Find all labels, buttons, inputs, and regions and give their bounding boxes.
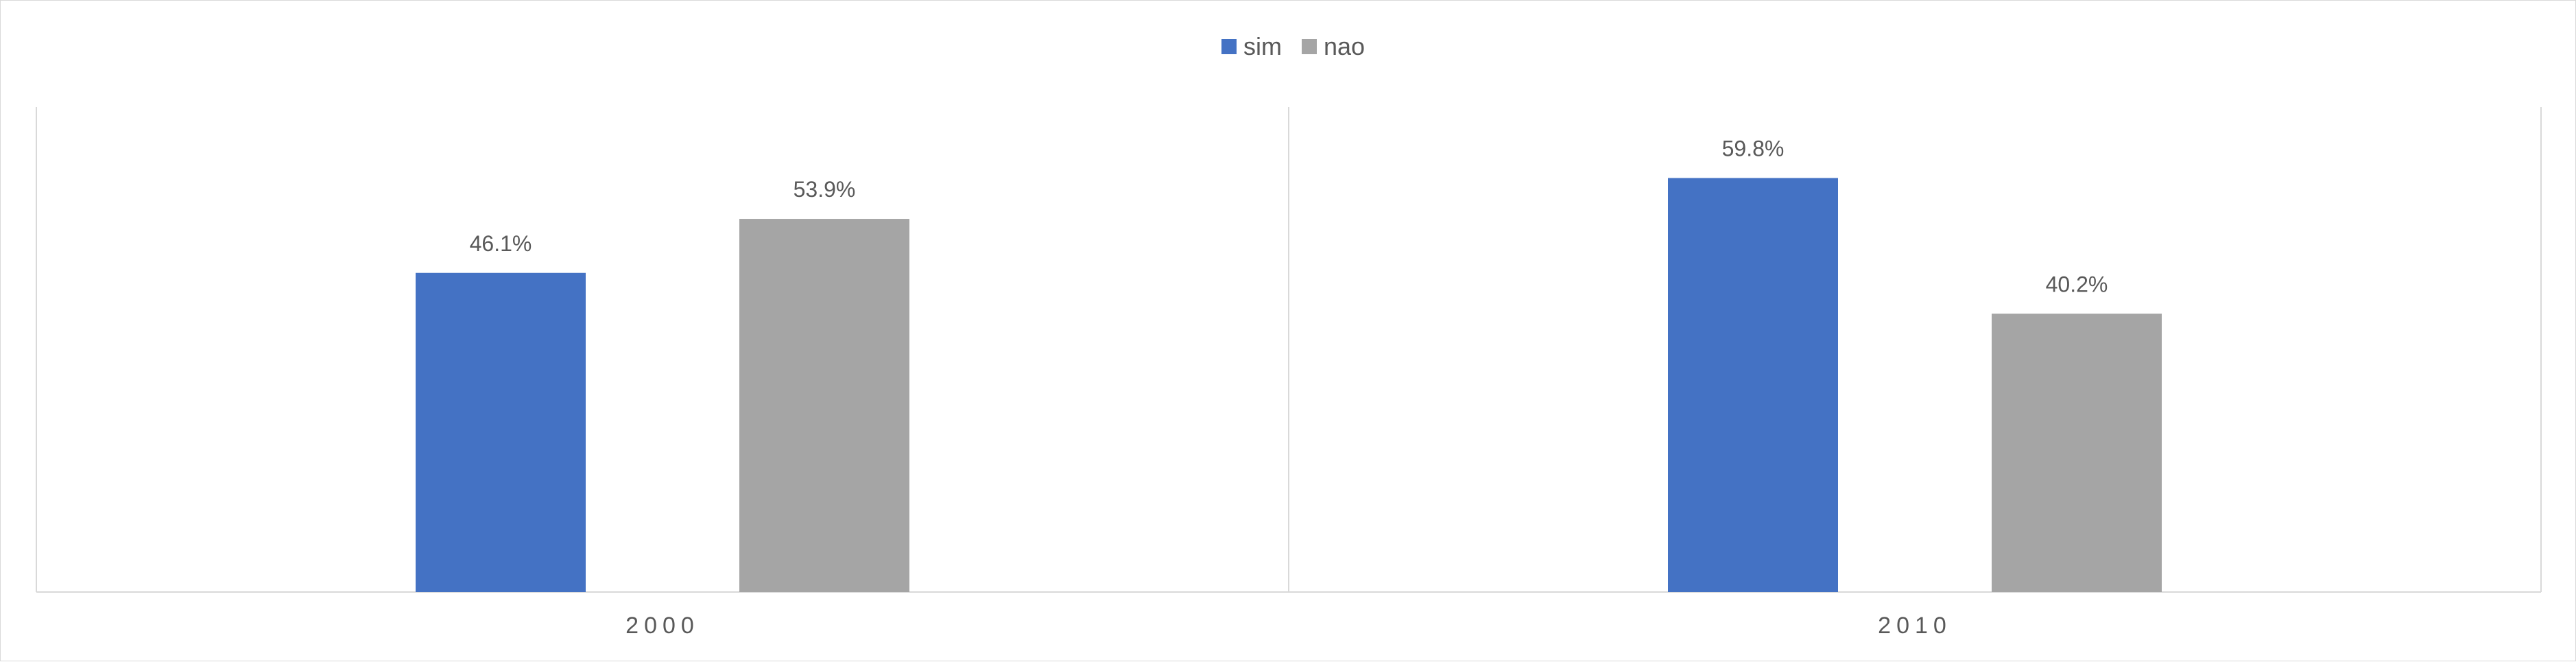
bar-sim-2010 — [1668, 178, 1838, 592]
legend-swatch-nao — [1302, 39, 1317, 54]
bars — [416, 178, 2162, 593]
data-label-nao-2000: 53.9% — [794, 177, 856, 202]
bar-nao-2010 — [1992, 314, 2162, 592]
data-labels: 46.1% 53.9% 59.8% 40.2% — [470, 137, 2108, 297]
x-tick-labels: 2000 2010 — [625, 613, 1952, 639]
data-label-sim-2010: 59.8% — [1722, 137, 1785, 161]
x-tick-label-2000: 2000 — [625, 613, 700, 639]
x-tick-label-2010: 2010 — [1878, 613, 1952, 639]
legend-item-nao: nao — [1302, 32, 1365, 60]
legend-label-nao: nao — [1324, 32, 1365, 60]
bar-sim-2000 — [416, 272, 586, 592]
legend-item-sim: sim — [1221, 32, 1282, 60]
legend-swatch-sim — [1221, 39, 1237, 54]
legend: sim nao — [1221, 32, 1365, 60]
data-label-nao-2010: 40.2% — [2046, 272, 2108, 296]
axes — [36, 107, 2542, 593]
bar-nao-2000 — [739, 219, 909, 593]
data-label-sim-2000: 46.1% — [470, 231, 532, 256]
legend-label-sim: sim — [1243, 32, 1282, 60]
